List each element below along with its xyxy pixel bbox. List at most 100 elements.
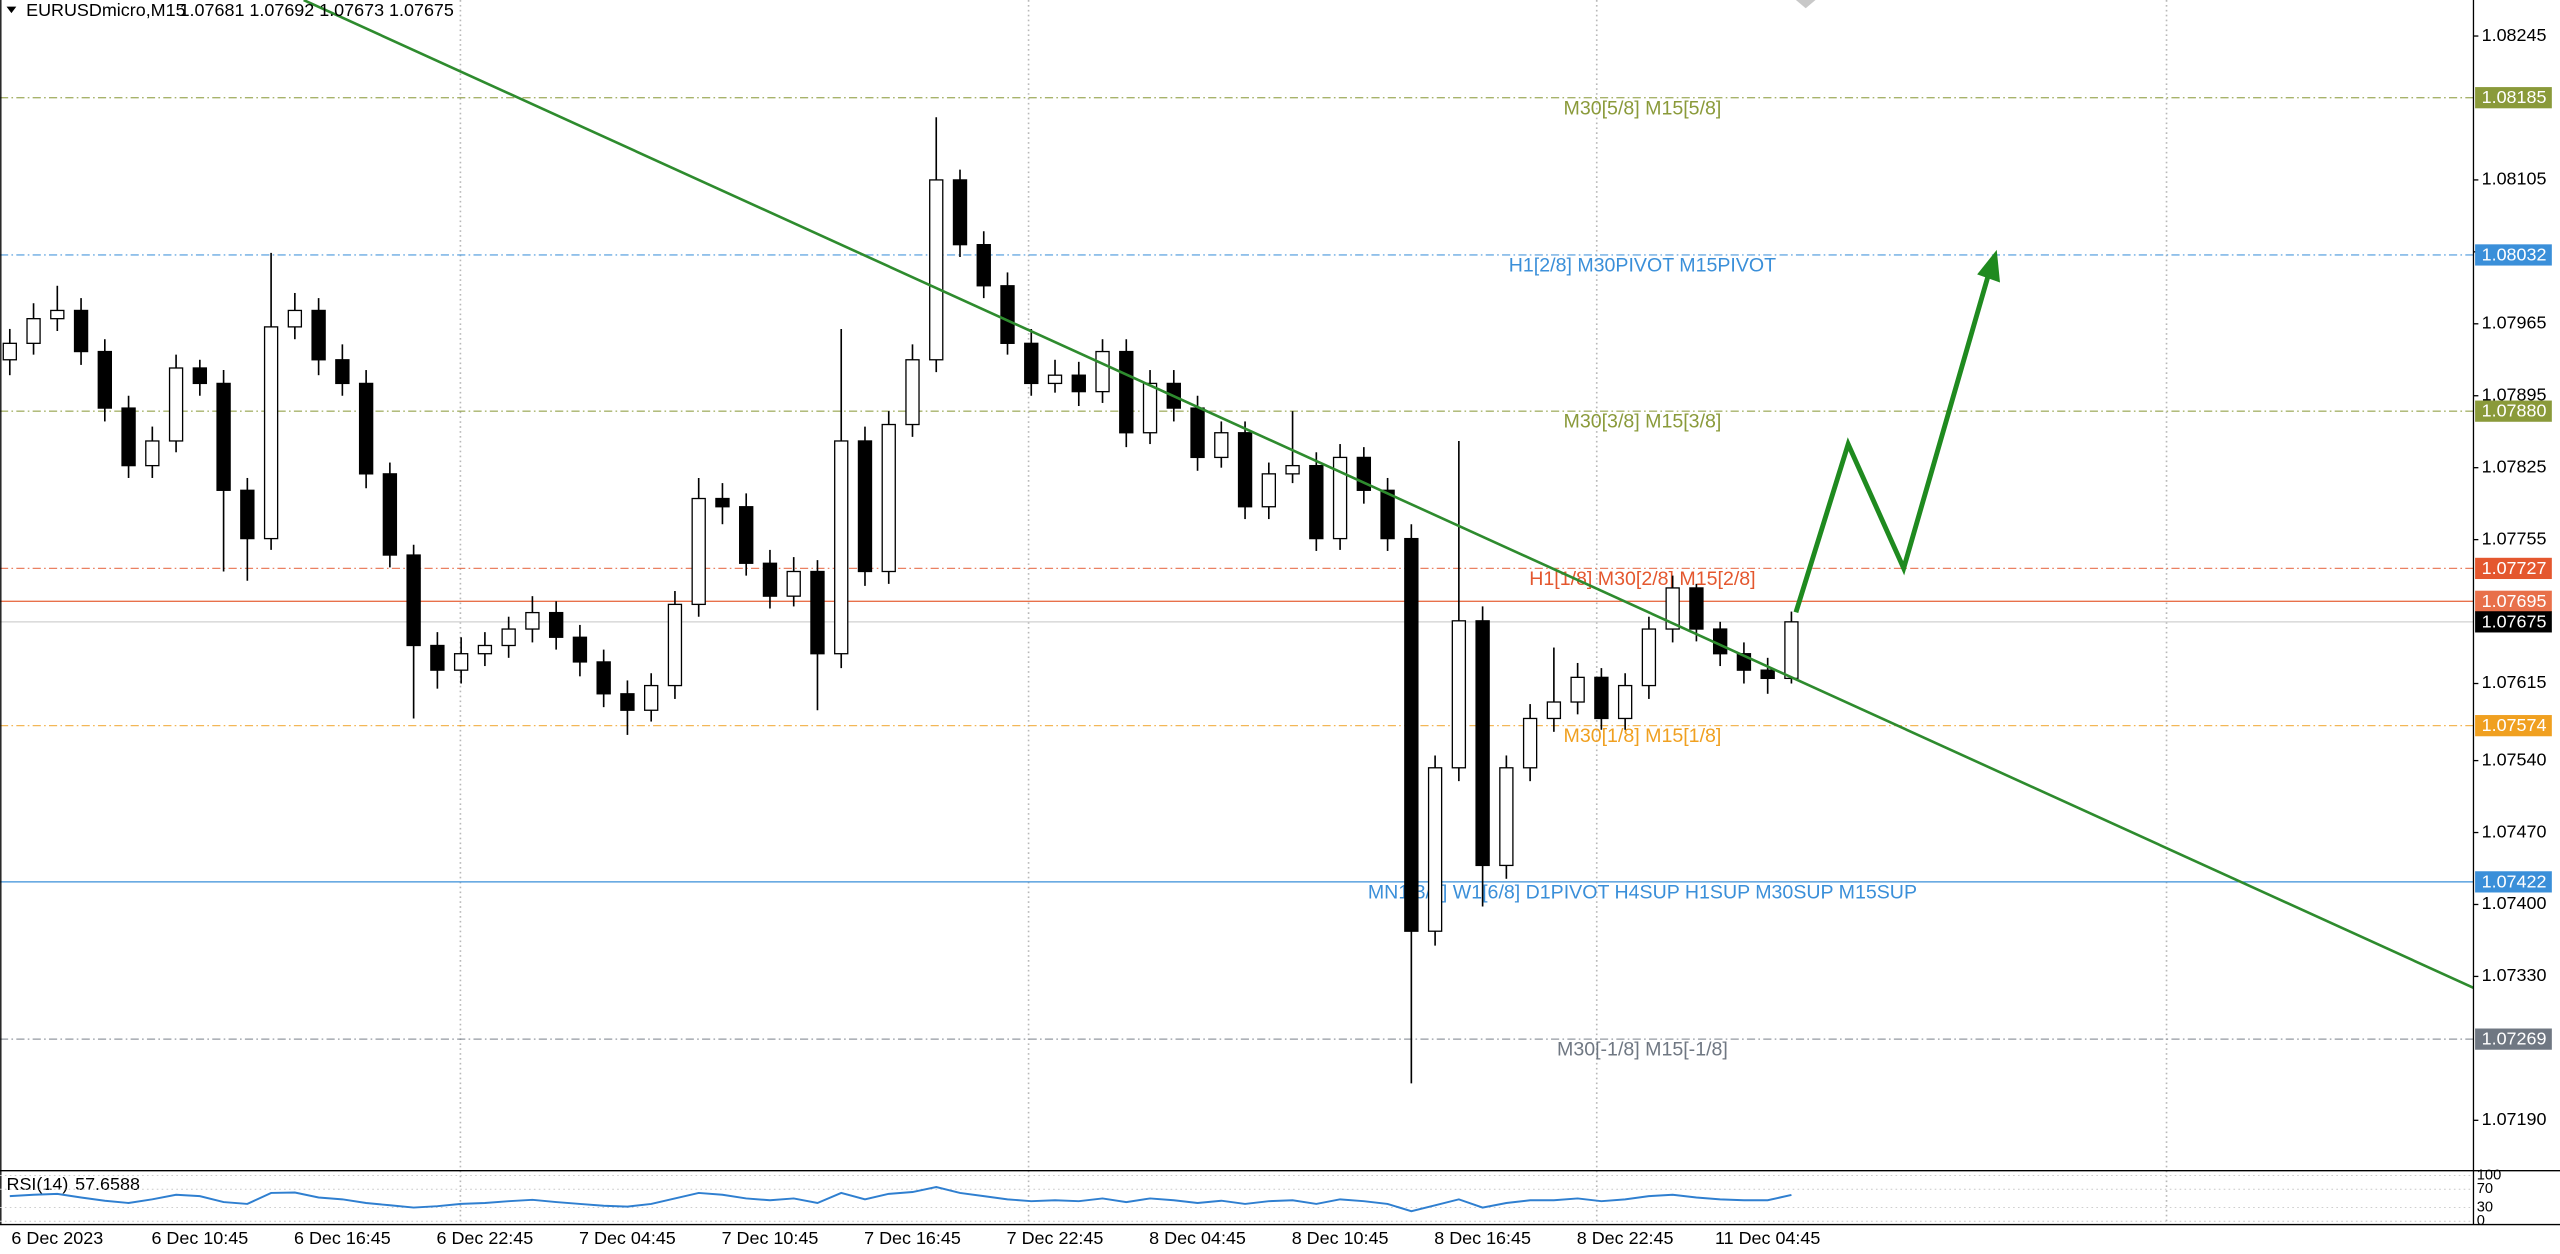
- x-tick-label: 6 Dec 2023: [11, 1228, 103, 1248]
- candle-body: [1309, 464, 1324, 540]
- candle-body: [263, 326, 279, 540]
- candle-body: [50, 309, 65, 320]
- candle-body: [1119, 350, 1134, 434]
- candle-body: [810, 570, 825, 655]
- price-box: [2475, 590, 2552, 612]
- candle-body: [1237, 432, 1253, 508]
- candle-body: [834, 440, 849, 655]
- price-box-label: 1.07422: [2482, 871, 2547, 891]
- y-tick-label: 1.07540: [2482, 749, 2547, 769]
- quote: 1.07681 1.07692 1.07673 1.07675: [180, 0, 454, 20]
- y-tick-label: 1.07190: [2482, 1109, 2547, 1129]
- candle-body: [358, 382, 374, 475]
- candle-body: [1142, 382, 1158, 434]
- candle-body: [335, 359, 350, 385]
- price-box-label: 1.07269: [2482, 1029, 2547, 1049]
- price-box-label: 1.07880: [2482, 401, 2547, 421]
- candle-body: [525, 611, 540, 630]
- candle-body: [430, 644, 445, 671]
- candle-body: [596, 661, 611, 695]
- price-box: [2475, 557, 2552, 580]
- rsi-name: RSI(14): [7, 1174, 69, 1194]
- candle-body: [1332, 456, 1348, 540]
- candle-body: [2, 342, 17, 361]
- candle-body: [1475, 620, 1490, 867]
- arrow-path: [1793, 273, 1991, 614]
- candle-body: [644, 684, 659, 711]
- candle-body: [1404, 537, 1419, 932]
- x-tick-label: 8 Dec 10:45: [1292, 1228, 1389, 1248]
- rsi-tick-label: 30: [2477, 1199, 2493, 1215]
- x-tick-label: 7 Dec 16:45: [864, 1228, 961, 1248]
- x-tick-label: 7 Dec 04:45: [579, 1228, 676, 1248]
- candle-body: [26, 318, 41, 344]
- candle-body: [240, 489, 255, 540]
- price-box: [2475, 611, 2552, 633]
- candle-body: [1451, 620, 1467, 769]
- candle-body: [73, 309, 89, 353]
- y-tick-label: 1.07895: [2482, 384, 2547, 404]
- x-tick-label: 8 Dec 16:45: [1434, 1228, 1531, 1248]
- level-label: M30[-1/8] M15[-1/8]: [1557, 1039, 1728, 1061]
- candle-body: [1689, 587, 1704, 630]
- price-box: [2475, 244, 2552, 266]
- menu-triangle: [6, 6, 17, 14]
- candle-body: [929, 179, 944, 361]
- candle-body: [168, 367, 184, 442]
- marker: [1795, 0, 1816, 9]
- candle-body: [1380, 489, 1395, 540]
- level-label: M30[1/8] M15[1/8]: [1564, 725, 1722, 747]
- candle-body: [1214, 432, 1229, 459]
- candle-body: [216, 382, 231, 491]
- candle-body: [1190, 407, 1205, 459]
- candle-body: [905, 359, 920, 426]
- level-label: MN1[3/8] W1[6/8] D1PIVOT H4SUP H1SUP M30…: [1368, 881, 1917, 903]
- candle-body: [1000, 285, 1015, 344]
- candle-body: [1641, 628, 1657, 687]
- candle-body: [1261, 473, 1277, 508]
- candle-body: [1427, 767, 1443, 932]
- candle-body: [382, 473, 398, 556]
- level-label: H1[1/8] M30[2/8] M15[2/8]: [1529, 568, 1755, 590]
- candle-body: [762, 562, 778, 597]
- price-box-label: 1.07727: [2482, 558, 2547, 578]
- candles: [2, 117, 1799, 1084]
- candle-body: [1570, 676, 1585, 703]
- candle-body: [952, 179, 968, 246]
- price-box-label: 1.08032: [2482, 244, 2547, 264]
- rsi-line: [9, 1185, 1792, 1213]
- y-tick-label: 1.07470: [2482, 821, 2547, 841]
- candle-body: [1285, 464, 1300, 475]
- y-tick-label: 1.07615: [2482, 672, 2547, 692]
- x-tick-label: 8 Dec 22:45: [1577, 1228, 1674, 1248]
- x-tick-label: 6 Dec 16:45: [294, 1228, 391, 1248]
- y-tick-label: 1.07755: [2482, 528, 2547, 548]
- candle-body: [1522, 717, 1538, 769]
- price-box-label: 1.07695: [2482, 591, 2547, 611]
- candle-body: [477, 644, 493, 655]
- candle-body: [121, 407, 136, 467]
- price-box: [2475, 871, 2552, 893]
- candle-body: [620, 693, 635, 711]
- candle-body: [1665, 587, 1680, 630]
- candle-body: [1499, 767, 1514, 867]
- x-tick-label: 7 Dec 10:45: [722, 1228, 819, 1248]
- y-tick-label: 1.08245: [2482, 25, 2547, 45]
- price-box: [2475, 1028, 2552, 1050]
- arrow-head: [1977, 249, 2000, 283]
- candle-body: [1095, 350, 1110, 393]
- candle-body: [287, 309, 303, 328]
- y-tick-label: 1.07965: [2482, 313, 2547, 333]
- candle-body: [1784, 621, 1799, 680]
- candle-body: [453, 653, 469, 671]
- candle-body: [1047, 374, 1063, 385]
- y-tick-label: 1.07825: [2482, 456, 2547, 476]
- candle-body: [786, 570, 801, 597]
- candle-body: [1760, 669, 1775, 680]
- rsi-tick-label: 100: [2477, 1167, 2502, 1183]
- candle-body: [548, 611, 564, 638]
- x-tick-label: 8 Dec 04:45: [1149, 1228, 1246, 1248]
- symbol-title: EURUSDmicro,M15: [26, 0, 185, 20]
